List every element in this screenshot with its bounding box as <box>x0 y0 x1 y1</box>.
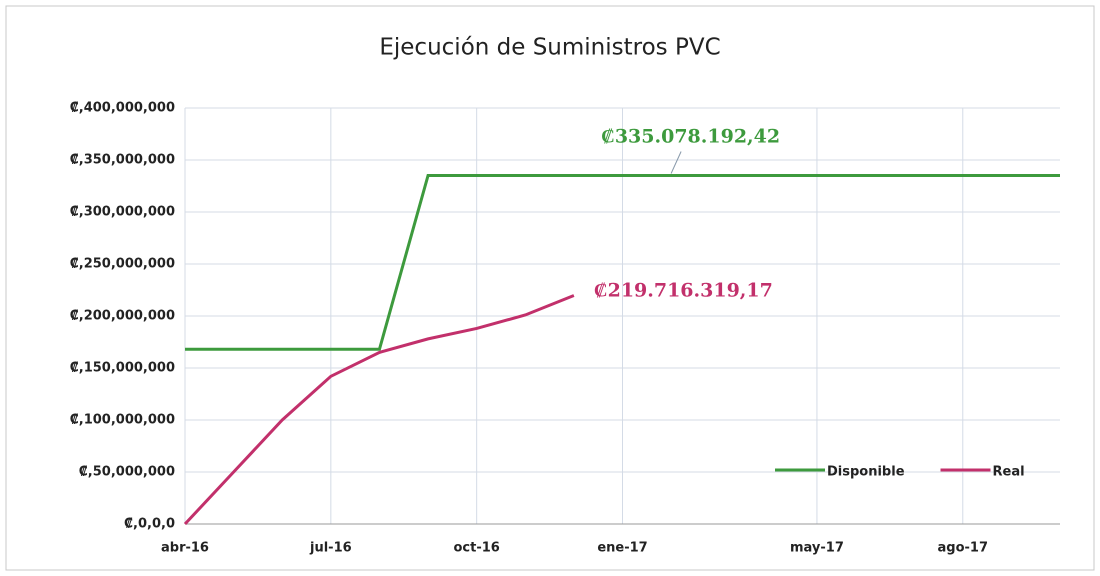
y-tick-label: ₡,350,000,000 <box>70 153 175 168</box>
x-tick-label: may-17 <box>790 541 844 556</box>
y-tick-label: ₡,250,000,000 <box>70 257 175 272</box>
x-tick-label: ago-17 <box>938 541 989 556</box>
y-tick-label: ₡,100,000,000 <box>70 413 175 428</box>
x-tick-label: abr-16 <box>161 541 209 556</box>
chart-title: Ejecución de Suministros PVC <box>379 35 720 61</box>
chart-frame <box>5 5 1095 571</box>
legend-label: Real <box>993 465 1025 480</box>
data-label: ₡219.716.319,17 <box>594 279 773 301</box>
x-tick-label: ene-17 <box>597 541 647 556</box>
y-tick-label: ₡,50,000,000 <box>79 465 175 480</box>
y-tick-label: ₡,300,000,000 <box>70 205 175 220</box>
x-tick-label: jul-16 <box>309 541 352 556</box>
y-tick-label: ₡,150,000,000 <box>70 361 175 376</box>
legend-label: Disponible <box>827 465 905 480</box>
line-series <box>185 174 1060 351</box>
x-tick-label: oct-16 <box>453 541 499 556</box>
data-label: ₡335.078.192,42 <box>601 126 780 148</box>
y-tick-label: ₡,200,000,000 <box>70 309 175 324</box>
y-tick-label: ₡,0,0,0 <box>124 517 175 532</box>
y-tick-label: ₡,400,000,000 <box>70 101 175 116</box>
line-series <box>183 294 575 526</box>
leader-line <box>670 151 682 174</box>
